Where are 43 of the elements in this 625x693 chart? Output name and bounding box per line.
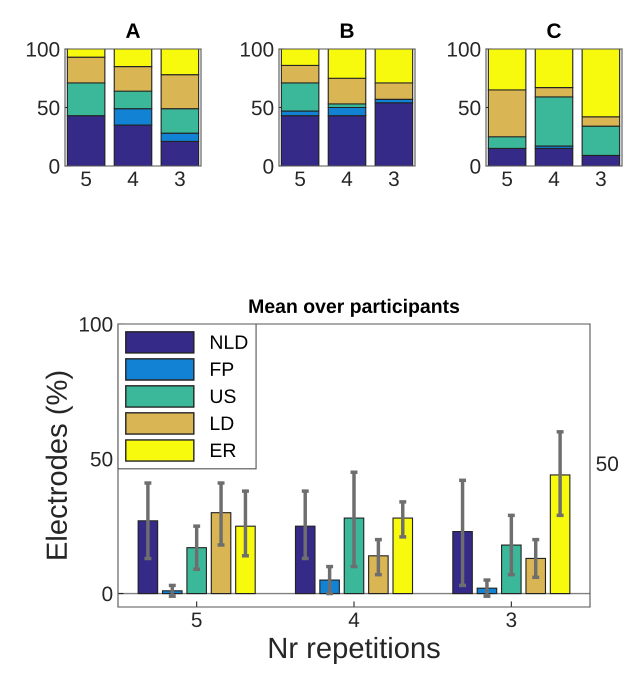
y-tick-label: 0 (470, 159, 480, 174)
y-tick-label: 100 (240, 42, 274, 57)
bar (550, 474, 570, 594)
y-tick-label: 0 (263, 159, 274, 174)
legend-label: ER (210, 444, 236, 457)
y-tick-label: 100 (80, 317, 112, 332)
x-tick-label: 3 (506, 612, 516, 628)
y-tick-label: 50 (252, 100, 274, 116)
x-tick-label: 4 (128, 172, 138, 186)
legend-label: US (210, 389, 236, 404)
y-tick-label: 100 (448, 42, 480, 57)
y-tick-label: 50 (38, 100, 60, 116)
y-axis-title: Electrodes (%) (46, 372, 73, 559)
chart-title: C (547, 23, 561, 38)
chart-title: A (126, 24, 140, 38)
legend-label: NLD (210, 336, 248, 349)
bar (280, 115, 320, 166)
x-tick-label: 5 (295, 172, 306, 186)
bar (235, 526, 256, 594)
y-tick-label: 50 (458, 100, 480, 116)
x-tick-label: 4 (348, 612, 360, 627)
x-tick-label: 3 (388, 171, 399, 186)
chart-title: Mean over participants (249, 298, 460, 317)
x-tick-label: 4 (342, 172, 352, 186)
y-tick-label: 100 (26, 42, 60, 57)
legend-label: FP (210, 362, 234, 376)
chart-title: B (340, 24, 354, 38)
y-tick-label: 50 (90, 452, 112, 467)
text: 50 (596, 456, 618, 472)
bar (392, 518, 414, 594)
bar (374, 102, 414, 166)
x-axis-title: Nr repetitions (270, 636, 440, 664)
y-tick-label: 0 (49, 159, 60, 174)
x-tick-label: 5 (81, 172, 92, 186)
legend-label: LD (210, 416, 234, 430)
x-tick-label: 5 (192, 612, 202, 628)
x-tick-label: 3 (174, 171, 185, 186)
x-tick-label: 5 (502, 172, 512, 186)
x-tick-label: 4 (548, 172, 560, 186)
bar (534, 148, 574, 166)
bar (210, 512, 232, 594)
x-tick-label: 3 (596, 171, 606, 186)
y-tick-label: 0 (102, 586, 112, 602)
